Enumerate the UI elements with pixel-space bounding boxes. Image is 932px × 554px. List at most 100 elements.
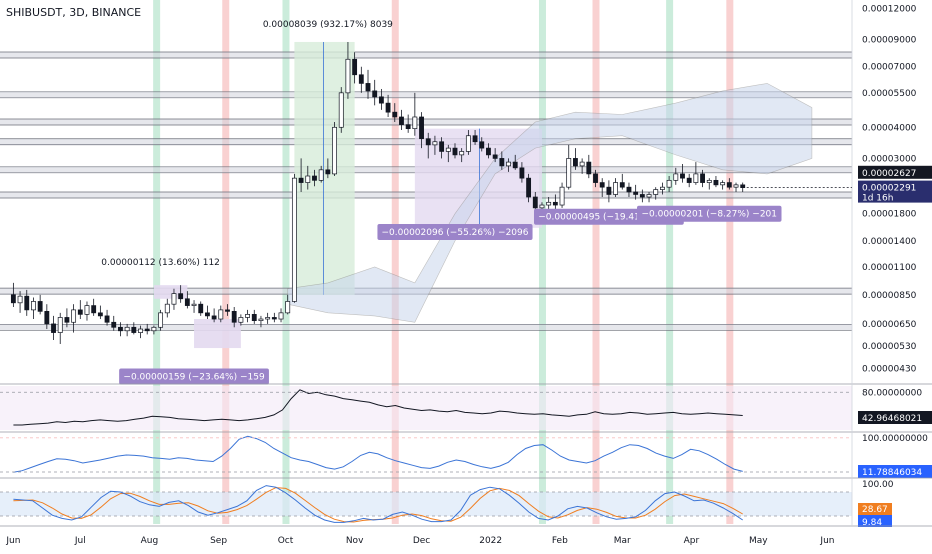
price-axis-tick: 0.00000430 [862, 365, 917, 375]
candle-body [158, 312, 164, 328]
candle-body [171, 293, 177, 305]
candle-body [606, 186, 612, 195]
candle-body [706, 179, 712, 183]
stoch-band [0, 492, 852, 516]
candle-body [138, 328, 143, 333]
time-axis-tick: Apr [684, 536, 700, 546]
candle-body [626, 186, 632, 193]
price-axis-tick: 0.00012000 [862, 4, 917, 14]
last-price-label: 0.00002291 [862, 184, 916, 194]
candle-body [57, 317, 63, 333]
candle-body [164, 303, 170, 314]
support-resistance-band [0, 119, 852, 126]
time-axis-tick: Oct [278, 536, 294, 546]
stoch-d-badge [858, 503, 892, 515]
candle-body [211, 315, 217, 320]
candle-body [151, 326, 157, 332]
candle-body [131, 326, 137, 333]
candle-body [673, 173, 679, 181]
candle-body [573, 158, 578, 167]
price-axis-tick: 0.00000650 [862, 320, 917, 330]
price-axis-tick: 0.00000850 [862, 291, 917, 301]
candle-body [686, 177, 692, 183]
stoch-k-line [13, 485, 743, 523]
candle-body [653, 189, 659, 195]
candle-body [566, 158, 572, 188]
candle-body [425, 138, 431, 146]
candle-body [17, 295, 23, 304]
candle-body [452, 147, 458, 156]
candle-body [31, 301, 36, 311]
price-label-badge [858, 165, 932, 179]
candle-body [532, 196, 538, 209]
price-axis-tick: 0.00009000 [862, 36, 917, 46]
candle-body [492, 154, 498, 159]
candle-body [298, 177, 304, 183]
candle-body [372, 90, 378, 98]
candle-body [71, 309, 77, 323]
signal-band [666, 0, 674, 524]
candle-body [445, 147, 451, 152]
time-axis-tick: Jun [5, 536, 20, 546]
signal-band [592, 0, 600, 524]
candle-body [593, 173, 598, 183]
candle-body [358, 74, 364, 84]
symbol-title: SHIBUSDT, 3D, BINANCE [6, 6, 142, 19]
time-axis-tick: Jul [74, 536, 86, 546]
candle-body [726, 182, 732, 188]
candle-body [24, 295, 30, 311]
time-axis-tick: Jun [819, 536, 834, 546]
candle-body [639, 194, 645, 198]
candle-body [365, 83, 371, 92]
signal-band [538, 0, 546, 524]
price-axis-tick: 0.00000530 [862, 342, 917, 352]
support-resistance-band [0, 324, 852, 331]
candle-body [352, 58, 358, 76]
price-axis-tick: 0.00001100 [862, 263, 917, 273]
candle-body [479, 141, 485, 149]
candle-body [680, 173, 685, 179]
candle-body [378, 96, 384, 104]
candle-body [124, 326, 130, 332]
measure-label-box [119, 368, 269, 385]
measure-label: 0.00008039 (932.17%) 8039 [263, 20, 393, 30]
candle-body [659, 186, 665, 190]
rsi-value-badge [858, 411, 932, 424]
stoch-axis-tick: 100.00 [862, 480, 894, 490]
candle-body [178, 293, 184, 300]
measure-label-box [637, 205, 782, 222]
candle-body [265, 317, 271, 320]
candle-body [405, 124, 411, 130]
candle-body [399, 116, 404, 125]
signal-band [222, 0, 230, 524]
measure-box-loss [194, 319, 241, 349]
measure-label: −0.00000201 (−8.27%) −201 [641, 210, 777, 220]
candle-body [10, 294, 16, 304]
signal-band [282, 0, 290, 524]
candle-body [231, 311, 237, 323]
time-axis-tick: Dec [413, 536, 430, 546]
candle-body [104, 315, 110, 323]
candle-body [118, 326, 123, 332]
rsi-value-label: 42.96468021 [862, 414, 922, 424]
measure-label: 0.00000112 (13.60%) 112 [101, 258, 220, 268]
candle-body [499, 158, 505, 167]
candle-body [325, 169, 331, 175]
stoch-rsi-value-label: 11.78846034 [862, 468, 922, 478]
candle-body [526, 177, 532, 198]
time-axis-tick: Feb [552, 536, 568, 546]
candle-body [472, 135, 478, 143]
candle-body [720, 182, 726, 186]
time-axis-tick: Mar [614, 536, 631, 546]
price-axis-tick: 0.00007000 [862, 63, 917, 73]
price-axis-tick: 0.00003000 [862, 154, 917, 164]
stoch-k-value-label: 9.84 [862, 518, 882, 528]
candle-body [285, 301, 291, 314]
candle-body [345, 58, 351, 94]
candle-body [51, 323, 56, 333]
candle-body [619, 182, 625, 188]
time-axis-tick: 2022 [479, 536, 502, 546]
price-axis-tick: 0.00001800 [862, 210, 917, 220]
